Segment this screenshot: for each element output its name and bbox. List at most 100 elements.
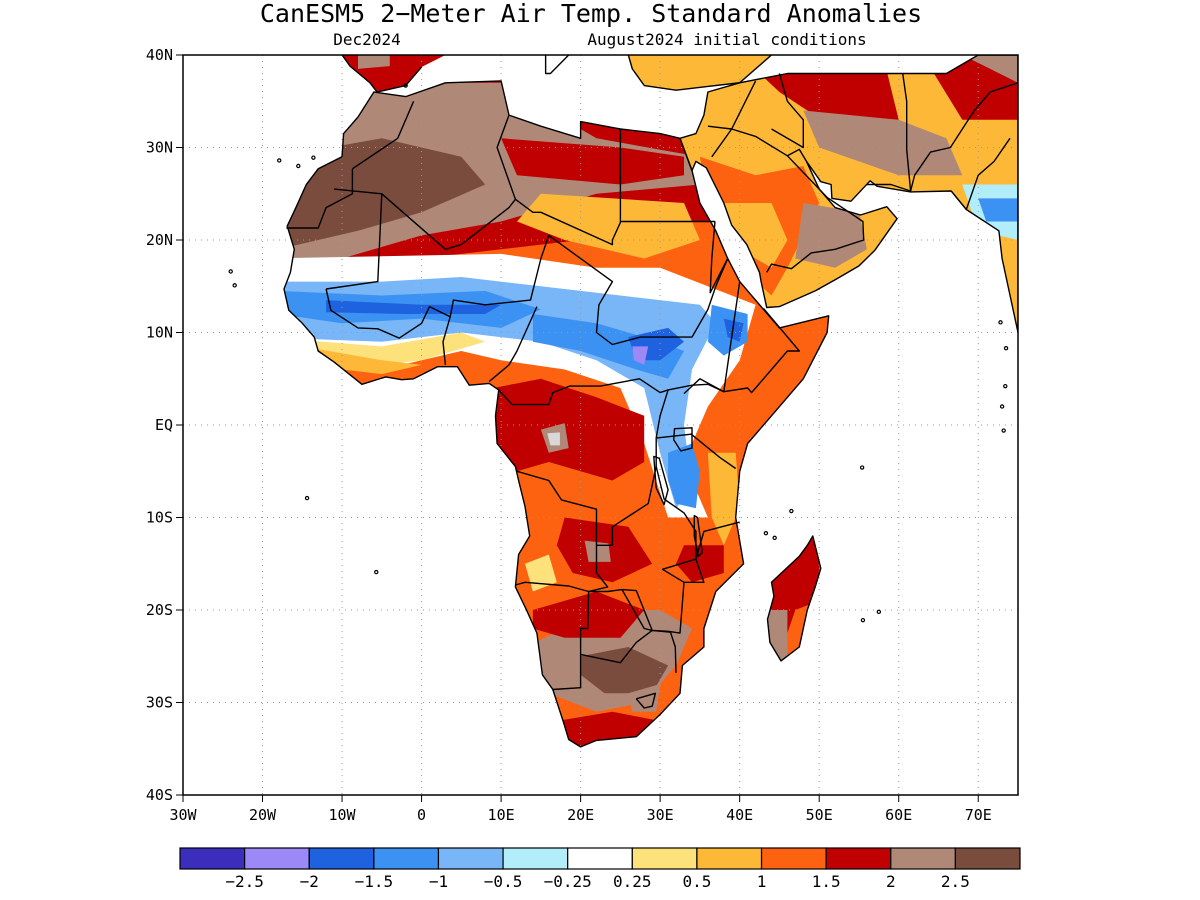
anomaly-region xyxy=(584,540,611,562)
colorbar-swatch xyxy=(760,847,827,870)
colorbar-swatch xyxy=(373,847,440,870)
colorbar-label: −1.5 xyxy=(355,872,394,891)
colorbar-swatch xyxy=(631,847,698,870)
map-plot-area xyxy=(183,55,1018,795)
colorbar-label: 1.5 xyxy=(812,872,841,891)
lon-tick-label: 40E xyxy=(726,806,753,824)
turkey-coastline xyxy=(627,55,772,91)
anomaly-region xyxy=(358,55,390,69)
lon-tick-label: 10E xyxy=(488,806,515,824)
lat-tick-label: 20N xyxy=(146,231,173,249)
colorbar-label: −1 xyxy=(429,872,448,891)
anomaly-region xyxy=(632,346,649,365)
colorbar-swatch xyxy=(244,847,310,870)
lon-tick-label: 30W xyxy=(169,806,197,824)
island-outline xyxy=(403,83,408,88)
island-outline xyxy=(789,508,794,514)
anomaly-region xyxy=(326,300,502,314)
anomaly-region xyxy=(547,432,560,446)
country-border xyxy=(580,629,653,664)
country-border xyxy=(515,581,589,593)
anomaly-region xyxy=(525,554,557,592)
country-border xyxy=(965,137,1011,210)
lat-tick-label: 40S xyxy=(146,786,173,804)
colorbar-label: −0.5 xyxy=(484,872,523,891)
lake-outline xyxy=(693,514,703,557)
island-outline xyxy=(859,465,865,470)
island-outline xyxy=(876,609,882,615)
anomaly-region xyxy=(723,318,744,342)
island-outline xyxy=(772,535,777,541)
colorbar-swatch xyxy=(696,847,763,870)
colorbar-swatch xyxy=(825,847,892,870)
island-outline xyxy=(304,495,310,501)
colorbar-swatch xyxy=(890,847,956,870)
country-border xyxy=(588,545,609,593)
anomaly-region xyxy=(532,314,684,379)
colorbar-swatch xyxy=(179,847,246,870)
lon-tick-label: 0 xyxy=(417,806,426,824)
country-border xyxy=(498,307,800,406)
country-border xyxy=(771,73,804,149)
lat-tick-label: 20S xyxy=(146,601,173,619)
island-outline xyxy=(1001,428,1006,433)
coastlines-and-borders xyxy=(228,55,1018,748)
anomaly-region xyxy=(978,198,1018,222)
anomaly-region xyxy=(342,55,446,92)
lake-outline xyxy=(673,427,693,452)
country-border xyxy=(442,316,451,365)
map-title: CanESM5 2−Meter Air Temp. Standard Anoma… xyxy=(260,0,922,28)
longitude-axis: 30W 20W 10W 0 10E 20E 30E 40E 50E 60E 70E xyxy=(169,795,992,824)
latitude-axis: 40N 30N 20N 10N EQ 10S 20S 30S 40S xyxy=(146,46,183,804)
colorbar-label: −2.5 xyxy=(225,872,264,891)
country-border xyxy=(866,73,912,192)
anomaly-region xyxy=(795,203,867,268)
country-border xyxy=(909,82,1018,192)
island-outline xyxy=(1003,346,1009,351)
lon-tick-label: 70E xyxy=(965,806,992,824)
country-border xyxy=(635,692,657,709)
island-outline xyxy=(296,163,301,169)
country-border xyxy=(621,589,677,673)
island-outline xyxy=(1003,383,1008,389)
island-outline xyxy=(228,269,233,274)
country-border xyxy=(286,168,354,229)
lon-tick-label: 20W xyxy=(249,806,277,824)
island-outline xyxy=(232,283,237,288)
country-border xyxy=(326,188,383,290)
africa-coastline xyxy=(283,80,830,748)
lat-tick-label: 40N xyxy=(146,46,173,64)
arabia-coastline xyxy=(679,55,1018,334)
colorbar-swatch xyxy=(502,847,569,870)
lon-tick-label: 50E xyxy=(806,806,833,824)
country-border xyxy=(325,234,729,346)
anomaly-region xyxy=(501,138,684,185)
colorbar-swatch xyxy=(954,847,1021,870)
island-outline xyxy=(763,531,769,536)
anomaly-region xyxy=(723,203,788,268)
island-outline xyxy=(277,158,282,163)
anomaly-region xyxy=(803,110,963,176)
island-outline xyxy=(374,569,379,575)
colorbar-label: −0.25 xyxy=(544,872,592,891)
lon-tick-label: 10W xyxy=(329,806,357,824)
country-border xyxy=(766,155,865,273)
colorbar-label: 2 xyxy=(886,872,896,891)
country-border xyxy=(711,128,808,162)
iberia-coastline xyxy=(341,55,423,93)
country-border xyxy=(709,221,729,294)
country-border xyxy=(683,281,741,395)
country-border xyxy=(352,101,415,170)
colorbar-label: −2 xyxy=(300,872,319,891)
madagascar-coastline xyxy=(766,535,822,662)
lat-tick-label: 10S xyxy=(146,509,173,527)
lon-tick-label: 20E xyxy=(567,806,594,824)
anomaly-region xyxy=(517,193,700,259)
anomaly-region xyxy=(628,55,772,91)
colorbar-label: 0.25 xyxy=(613,872,652,891)
colorbar-label: 2.5 xyxy=(941,872,970,891)
colorbar-label: 1 xyxy=(757,872,767,891)
map-subtitle-init: August2024 initial conditions xyxy=(587,30,866,49)
country-border xyxy=(516,389,669,546)
